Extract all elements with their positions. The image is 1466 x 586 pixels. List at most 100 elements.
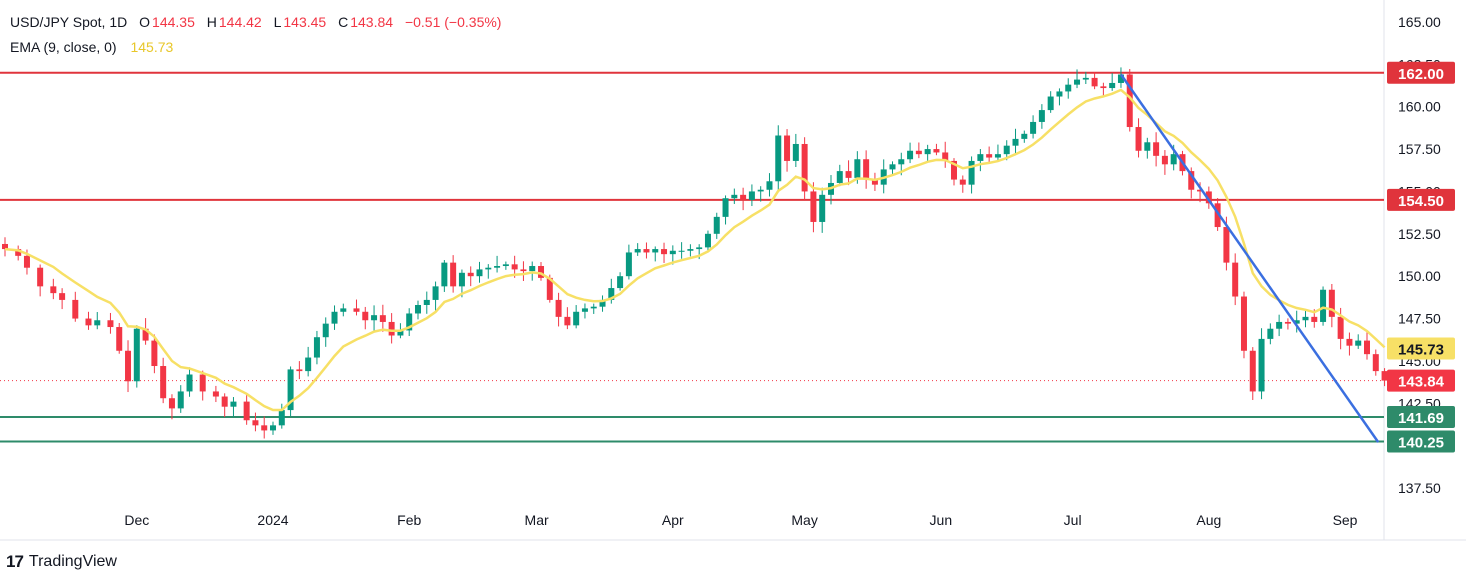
- y-tick-label: 137.50: [1398, 480, 1441, 496]
- candle-up: [1302, 316, 1309, 321]
- candle-up: [994, 154, 1001, 158]
- candle-up: [625, 252, 632, 277]
- ema-line: [4, 88, 1386, 412]
- trendline[interactable]: [1119, 73, 1380, 443]
- candle-up: [340, 308, 347, 312]
- candle-down: [564, 316, 571, 326]
- candle-down: [959, 179, 966, 185]
- candle-up: [722, 198, 729, 217]
- y-tick-label: 152.50: [1398, 226, 1441, 242]
- candle-up: [889, 164, 896, 170]
- candle-down: [546, 277, 553, 300]
- price-labels: 162.00 154.50 141.69 140.25 145.73 143.84: [1387, 61, 1455, 453]
- candle-up: [924, 149, 931, 155]
- candle-down: [1240, 296, 1247, 351]
- high-label: H: [206, 14, 217, 30]
- candle-down: [845, 171, 852, 178]
- candle-down: [221, 396, 228, 407]
- candle-up: [1038, 110, 1045, 122]
- candle-down: [467, 272, 474, 277]
- candle-up: [278, 410, 285, 426]
- candle-down: [450, 262, 457, 287]
- candle-down: [1284, 321, 1291, 324]
- level-label: 154.50: [1398, 193, 1444, 210]
- candle-down: [296, 369, 303, 372]
- candle-down: [116, 327, 123, 351]
- candle-down: [915, 150, 922, 155]
- candle-down: [863, 159, 870, 180]
- candle-down: [538, 266, 545, 278]
- candle-up: [177, 391, 184, 409]
- candle-down: [379, 315, 386, 322]
- candle-up: [1082, 77, 1089, 80]
- candle-down: [37, 267, 44, 287]
- change-value: −0.51 (−0.35%): [404, 14, 502, 30]
- candle-up: [1056, 91, 1063, 97]
- candle-down: [1337, 316, 1344, 339]
- candle-down: [1153, 142, 1160, 156]
- candle-up: [687, 249, 694, 251]
- tradingview-footer: 17 TradingView: [6, 552, 117, 572]
- candle-up: [731, 194, 738, 199]
- candle-up: [1030, 121, 1037, 134]
- candle-up: [757, 189, 764, 192]
- candle-down: [72, 299, 79, 319]
- high-value: 144.42: [218, 14, 262, 30]
- candle-up: [494, 266, 501, 268]
- candle-up: [476, 269, 483, 277]
- x-tick-label: Jul: [1064, 512, 1082, 528]
- candle-down: [1311, 316, 1318, 322]
- candle-up: [313, 337, 320, 358]
- ema-indicator-label[interactable]: EMA (9, close, 0): [10, 39, 117, 55]
- candle-up: [270, 425, 277, 431]
- ema-indicator-value: 145.73: [130, 39, 174, 55]
- candle-down: [50, 286, 57, 294]
- ohlc-legend: USD/JPY Spot, 1D O 144.35 H 144.42 L 143.45…: [10, 14, 503, 30]
- candle-up: [907, 150, 914, 160]
- candle-up: [819, 194, 826, 222]
- price-label-box: [1387, 369, 1455, 392]
- candle-down: [942, 152, 949, 161]
- candle-up: [502, 264, 509, 267]
- candle-down: [1249, 350, 1256, 392]
- candle-up: [458, 272, 465, 287]
- y-tick-label: 147.50: [1398, 311, 1441, 327]
- level-label-box: [1387, 61, 1455, 84]
- candle-down: [85, 318, 92, 326]
- time-axis[interactable]: Dec 2024 Feb Mar Apr May Jun Jul Aug Sep: [124, 512, 1357, 528]
- candle-up: [1003, 145, 1010, 155]
- candle-up: [696, 247, 703, 250]
- candle-up: [775, 135, 782, 182]
- candle-up: [305, 357, 312, 372]
- candle-down: [1232, 262, 1239, 297]
- candle-down: [1346, 338, 1353, 346]
- symbol-title[interactable]: USD/JPY Spot, 1D: [10, 14, 128, 30]
- candle-up: [704, 233, 711, 248]
- level-label: 162.00: [1398, 66, 1444, 83]
- candle-up: [634, 249, 641, 253]
- price-label-box: [1387, 337, 1455, 360]
- candle-up: [230, 401, 237, 407]
- candles: [2, 67, 1388, 439]
- ema-polyline: [4, 88, 1386, 412]
- x-tick-label: Dec: [124, 512, 149, 528]
- candle-down: [1100, 86, 1107, 89]
- candle-up: [599, 299, 606, 307]
- candle-up: [432, 286, 439, 300]
- x-tick-label: Feb: [397, 512, 421, 528]
- candle-up: [371, 315, 378, 321]
- candle-up: [854, 159, 861, 178]
- candle-down: [23, 255, 30, 268]
- candle-up: [1012, 138, 1019, 146]
- candle-down: [740, 194, 747, 200]
- candle-up: [968, 160, 975, 185]
- close-value: 143.84: [350, 14, 394, 30]
- candle-up: [287, 369, 294, 411]
- candle-up: [1047, 96, 1054, 111]
- brand-name: TradingView: [28, 553, 117, 570]
- candle-up: [186, 374, 193, 392]
- trendline-segment: [1119, 73, 1380, 443]
- candle-down: [1328, 289, 1335, 317]
- candle-up: [617, 276, 624, 289]
